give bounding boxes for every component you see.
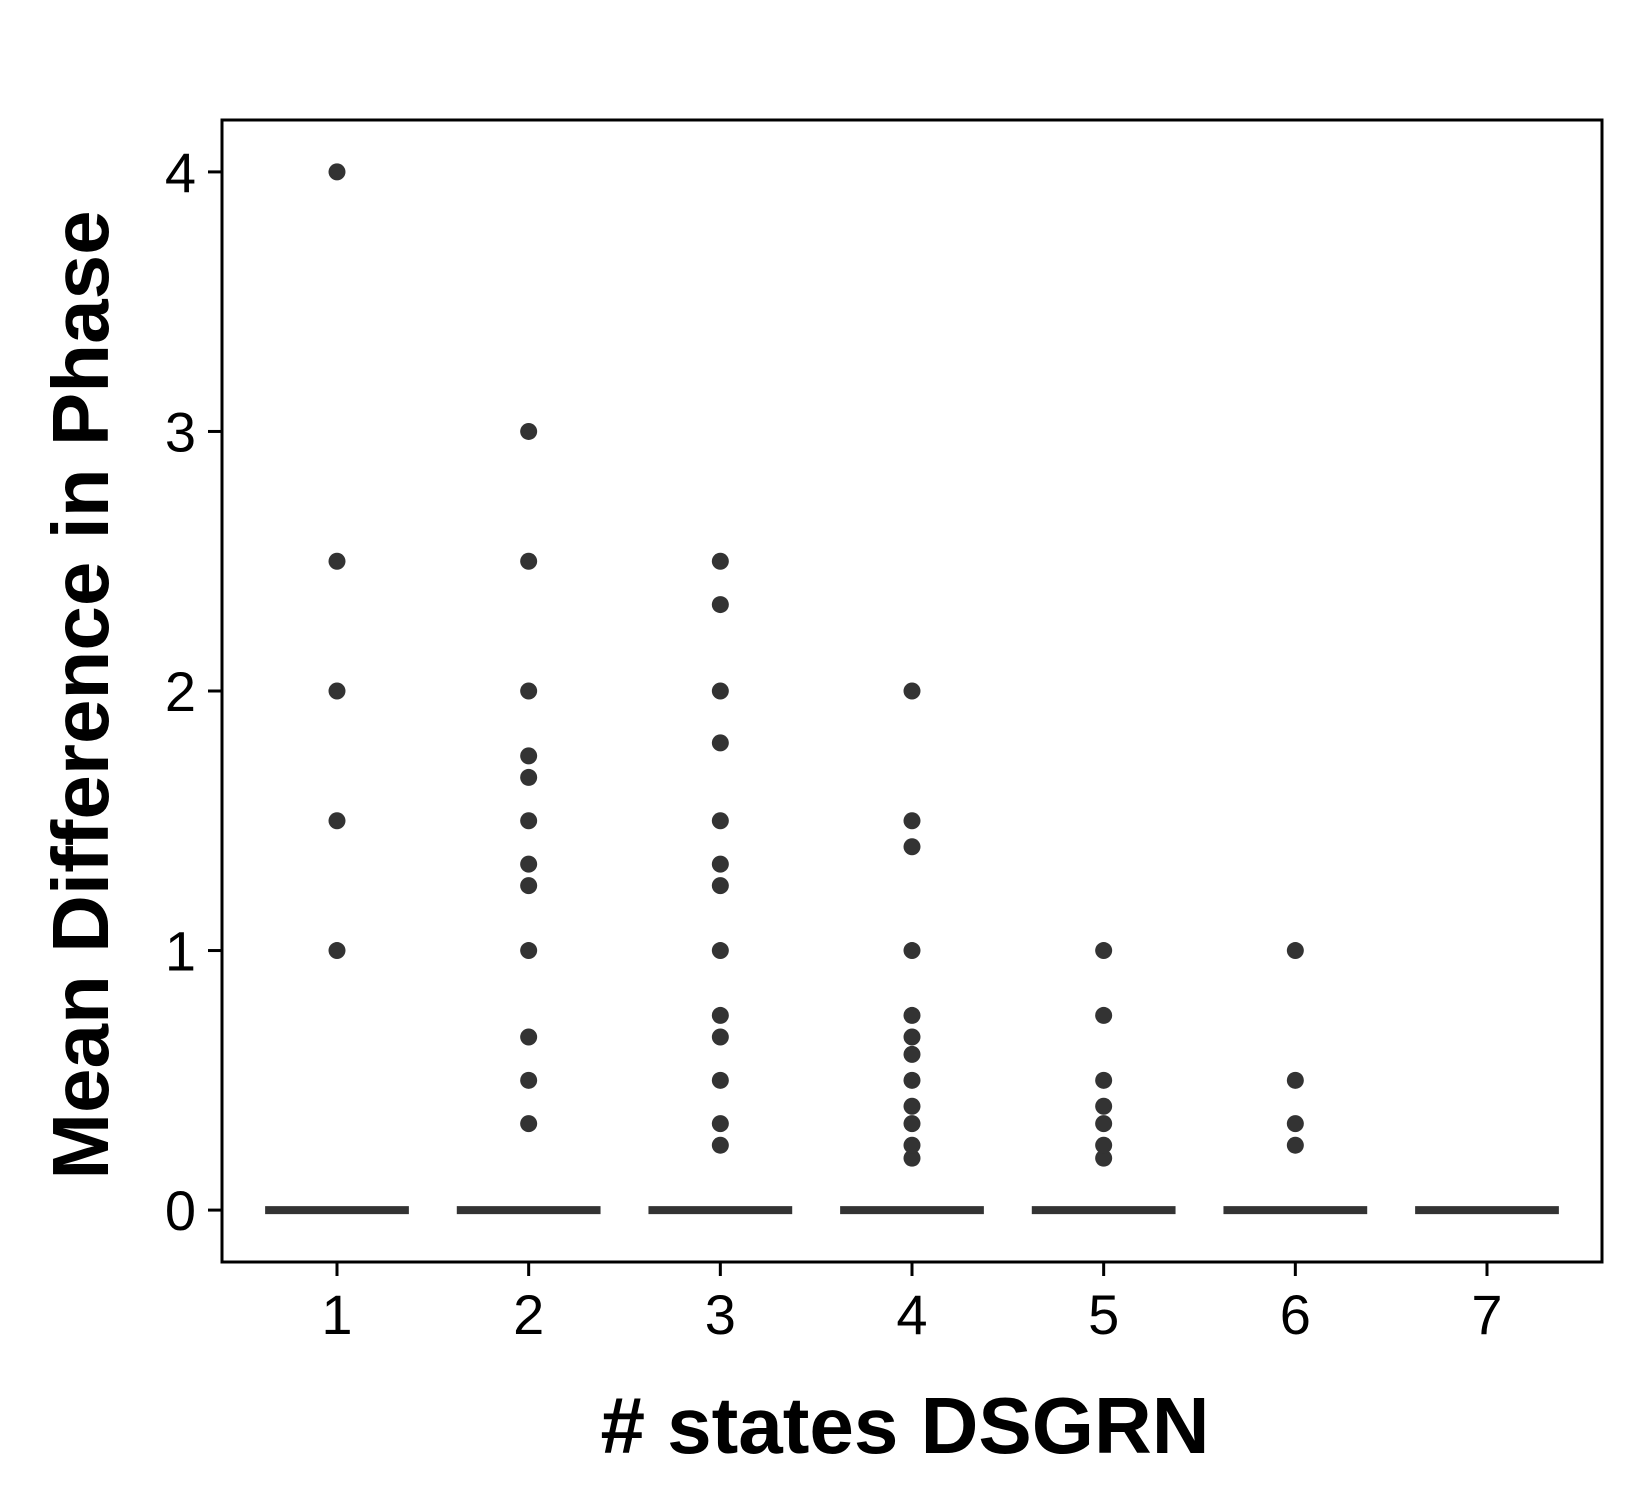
outlier-point [711, 877, 729, 895]
outlier-point [711, 1028, 729, 1046]
outlier-point [903, 1097, 921, 1115]
outlier-point [1095, 1149, 1113, 1167]
outlier-point [903, 1045, 921, 1063]
outlier-point [1095, 1115, 1113, 1133]
outlier-point [520, 552, 538, 570]
box-group-6 [1223, 942, 1368, 1215]
outlier-point [520, 682, 538, 700]
outlier-point [328, 552, 346, 570]
outlier-point [903, 1149, 921, 1167]
x-tick-label: 4 [896, 1283, 927, 1346]
outlier-point [903, 682, 921, 700]
outlier-point [520, 942, 538, 960]
y-tick-label: 3 [165, 400, 196, 463]
outlier-point [1095, 1071, 1113, 1089]
outlier-point [711, 1006, 729, 1024]
outlier-point [328, 682, 346, 700]
outlier-point [711, 942, 729, 960]
outlier-point [520, 768, 538, 786]
x-tick-label: 3 [705, 1283, 736, 1346]
outlier-point [903, 1028, 921, 1046]
outlier-point [711, 596, 729, 614]
outlier-point [520, 422, 538, 440]
outlier-point [1095, 942, 1113, 960]
outlier-point [711, 734, 729, 752]
y-axis: 0 1 2 3 4 [165, 141, 222, 1242]
outlier-point [520, 812, 538, 830]
y-tick-label: 2 [165, 660, 196, 723]
box-group-4 [840, 682, 984, 1215]
outlier-point [520, 1071, 538, 1089]
y-axis-title: Mean Difference in Phase [36, 210, 125, 1179]
outlier-point [903, 1071, 921, 1089]
outlier-point [903, 1136, 921, 1154]
plot-marks [265, 163, 1559, 1215]
x-tick-label: 1 [321, 1283, 352, 1346]
outlier-point [711, 812, 729, 830]
outlier-point [520, 877, 538, 895]
outlier-point [520, 1028, 538, 1046]
x-tick-label: 6 [1280, 1283, 1311, 1346]
box-group-3 [648, 552, 793, 1215]
outlier-point [1095, 1006, 1113, 1024]
outlier-point [711, 855, 729, 873]
x-tick-label: 2 [513, 1283, 544, 1346]
box-group-2 [456, 422, 601, 1215]
outlier-point [711, 552, 729, 570]
x-axis-title: # states DSGRN [600, 1381, 1209, 1470]
outlier-point [1286, 942, 1304, 960]
outlier-point [328, 812, 346, 830]
x-tick-label: 5 [1088, 1283, 1119, 1346]
outlier-point [1286, 1115, 1304, 1133]
outlier-point [1286, 1136, 1304, 1154]
box-group-5 [1031, 942, 1176, 1215]
outlier-point [328, 942, 346, 960]
outlier-point [903, 1115, 921, 1133]
outlier-point [520, 747, 538, 765]
outlier-point [711, 1136, 729, 1154]
outlier-point [903, 942, 921, 960]
y-tick-label: 1 [165, 920, 196, 983]
outlier-point [711, 682, 729, 700]
y-tick-label: 4 [165, 141, 196, 204]
outlier-point [711, 1071, 729, 1089]
box-group-1 [265, 163, 409, 1215]
outlier-point [1095, 1097, 1113, 1115]
x-axis: 1 2 3 4 5 6 7 [321, 1262, 1503, 1346]
outlier-point [903, 812, 921, 830]
x-tick-label: 7 [1471, 1283, 1502, 1346]
y-tick-label: 0 [165, 1179, 196, 1242]
outlier-point [328, 163, 346, 181]
outlier-point [520, 1115, 538, 1133]
outlier-point [1286, 1071, 1304, 1089]
outlier-point [1095, 1136, 1113, 1154]
outlier-point [903, 1006, 921, 1024]
outlier-point [903, 838, 921, 856]
outlier-point [520, 855, 538, 873]
outlier-point [711, 1115, 729, 1133]
